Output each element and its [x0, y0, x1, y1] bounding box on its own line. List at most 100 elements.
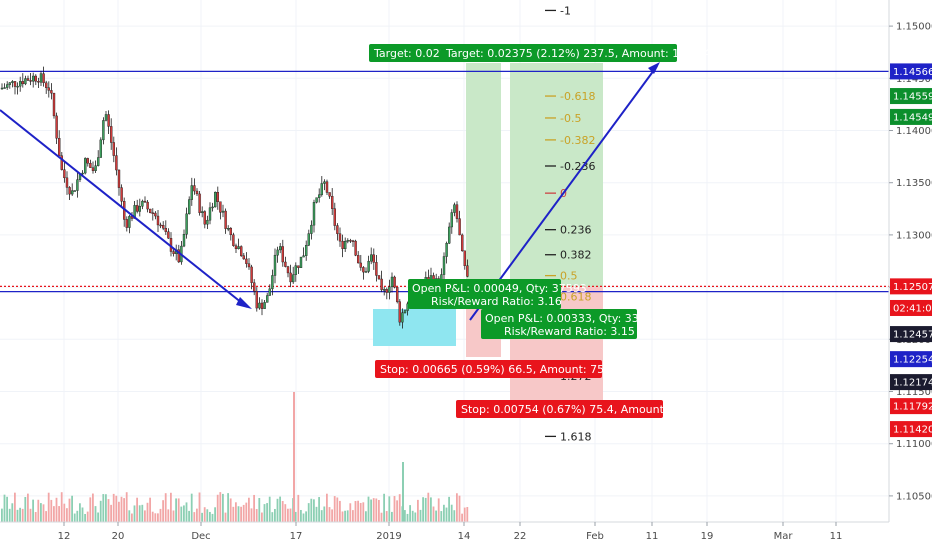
volume-bar [331, 509, 333, 522]
candle-body [86, 158, 90, 164]
volume-bar [29, 508, 32, 522]
candle-body [63, 169, 66, 179]
candle-body [96, 157, 100, 166]
volume-bar [180, 506, 183, 522]
downtrend-arrow-line[interactable] [0, 109, 248, 308]
volume-bar [76, 510, 79, 522]
volume-bar [60, 492, 63, 522]
time-axis[interactable]: 12 20 Dec 17 2019 14 22 Feb 11 19 Mar 11 [0, 521, 889, 542]
volume-bar [86, 511, 89, 522]
candle-body [393, 276, 396, 288]
volume-bar [224, 512, 227, 522]
pnl-tag-1[interactable]: Open P&L: 0.00049, Qty: 37593 Risk/Rewar… [408, 279, 587, 309]
pnl-tag-2[interactable]: Open P&L: 0.00333, Qty: 33156 Risk/Rewar… [481, 309, 660, 339]
x-tick-label: 2019 [376, 531, 401, 542]
candle-body [156, 215, 160, 226]
volume-bar [466, 507, 469, 522]
volume-bar [344, 510, 346, 522]
candle-body [450, 212, 453, 228]
volume-bar [245, 502, 248, 522]
x-tick-label: 14 [458, 531, 471, 542]
candle-body [211, 206, 214, 209]
volume-bar [367, 496, 370, 522]
volume-bar [92, 493, 94, 522]
volume-bar [443, 504, 445, 522]
volume-bar [11, 503, 14, 522]
candle-body [305, 245, 308, 256]
candle-body [323, 181, 326, 184]
candle-body [226, 228, 230, 230]
volume-bar [40, 503, 42, 522]
volume-bar [437, 498, 440, 522]
candle-body [109, 126, 113, 143]
candle-body [299, 256, 303, 268]
candle-body [190, 185, 194, 200]
fib-level-label: 0.236 [560, 224, 592, 237]
candle-body [221, 210, 225, 213]
volume-bar [99, 500, 102, 522]
candle-body [273, 254, 277, 276]
trend-lines [0, 62, 660, 321]
price-badge-label: 1.11792 [893, 402, 932, 413]
volume-bar [201, 512, 203, 522]
candle-body [55, 115, 58, 139]
volume-bar [19, 507, 21, 522]
candle-body [403, 310, 407, 313]
candle-body [83, 158, 87, 174]
volume-bar [424, 497, 427, 522]
projection-arrow-head [648, 62, 660, 74]
volume-bar [427, 492, 430, 522]
candle-body [325, 181, 329, 193]
candle-body [448, 226, 451, 244]
candle-body [398, 301, 401, 323]
candle-body [21, 81, 24, 85]
volume-bar [461, 513, 463, 522]
stop-label-2: Stop: 0.00754 (0.67%) 75.4, Amount: 750 [461, 403, 692, 416]
candle-body [29, 80, 32, 82]
candle-body [237, 246, 240, 250]
volume-bar [141, 504, 144, 522]
candle-body [396, 287, 399, 302]
stop-label-1: Stop: 0.00665 (0.59%) 66.5, Amount: 750.… [380, 363, 629, 376]
target-zone-1 [466, 63, 501, 287]
volume-bar [209, 511, 211, 522]
candle-body [195, 190, 199, 195]
volume-bar [237, 506, 240, 522]
candle-body [455, 204, 459, 219]
fib-level-label: -0.382 [560, 134, 595, 147]
volume-bar [149, 497, 151, 522]
stop-tag-2[interactable]: Stop: 0.00754 (0.67%) 75.4, Amount: 750 [456, 400, 692, 418]
volume-bar [320, 510, 323, 522]
volume-bar [406, 513, 409, 522]
volume-bar [250, 508, 253, 522]
y-tick-label: 1.13500 [896, 178, 932, 189]
candle-body [42, 73, 45, 84]
candle-body [91, 167, 95, 171]
x-tick-label: 20 [112, 531, 125, 542]
candle-body [39, 73, 43, 83]
volume-bar [307, 503, 310, 522]
volume-bar [154, 513, 157, 522]
volume-bar [263, 504, 266, 522]
position-labels: Target: 0.0210 Target: 0.02375 (2.12%) 2… [369, 44, 718, 418]
target-tag-1[interactable]: Target: 0.0210 [369, 44, 454, 62]
volume-bar [409, 505, 411, 522]
volume-bar [279, 496, 281, 522]
volume-bar [24, 496, 27, 522]
target-tag-2[interactable]: Target: 0.02375 (2.12%) 237.5, Amount: 1… [441, 44, 718, 62]
candle-body [11, 81, 14, 83]
projection-arrow-line[interactable] [469, 65, 658, 321]
candle-body [224, 210, 227, 229]
volume-bar [404, 510, 406, 522]
volume-bar [198, 492, 201, 522]
volume-bar [214, 507, 216, 522]
volume-bar [352, 510, 354, 522]
candle-body [94, 165, 97, 171]
volume-bar [8, 508, 11, 522]
x-tick-label: 22 [514, 531, 527, 542]
stop-tag-1[interactable]: Stop: 0.00665 (0.59%) 66.5, Amount: 750.… [375, 360, 629, 378]
candle-body [372, 254, 375, 263]
candle-body [294, 265, 297, 275]
candle-body [151, 212, 155, 215]
